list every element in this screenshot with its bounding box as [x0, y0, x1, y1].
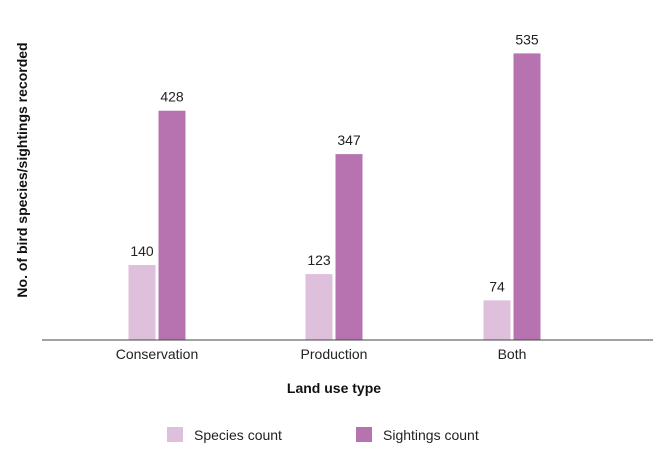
legend: Species count Sightings count — [167, 427, 479, 443]
bar-conservation-sightings — [158, 110, 186, 340]
legend-label-species: Species count — [194, 427, 282, 443]
data-label-production-species: 123 — [307, 252, 331, 268]
x-tick-label-production: Production — [301, 346, 368, 362]
y-axis-title: No. of bird species/sightings recorded — [14, 42, 30, 297]
bars-layer — [128, 53, 541, 341]
data-label-both-sightings: 535 — [515, 31, 539, 47]
legend-swatch-species — [167, 427, 183, 442]
bar-both-species — [483, 300, 511, 340]
x-tick-labels: Conservation Production Both — [116, 346, 527, 362]
bar-both-sightings — [513, 53, 541, 341]
x-tick-label-conservation: Conservation — [116, 346, 199, 362]
legend-label-sightings: Sightings count — [383, 427, 479, 443]
data-labels-layer: 140 428 123 347 74 535 — [130, 31, 539, 294]
data-label-conservation-sightings: 428 — [160, 89, 184, 105]
bar-conservation-species — [128, 265, 156, 340]
legend-swatch-sightings — [356, 427, 372, 442]
data-label-conservation-species: 140 — [130, 243, 154, 259]
x-axis-title: Land use type — [287, 380, 381, 396]
bar-production-species — [305, 274, 333, 340]
x-tick-label-both: Both — [498, 346, 527, 362]
data-label-production-sightings: 347 — [337, 132, 361, 148]
bar-production-sightings — [335, 154, 363, 340]
data-label-both-species: 74 — [489, 278, 505, 294]
